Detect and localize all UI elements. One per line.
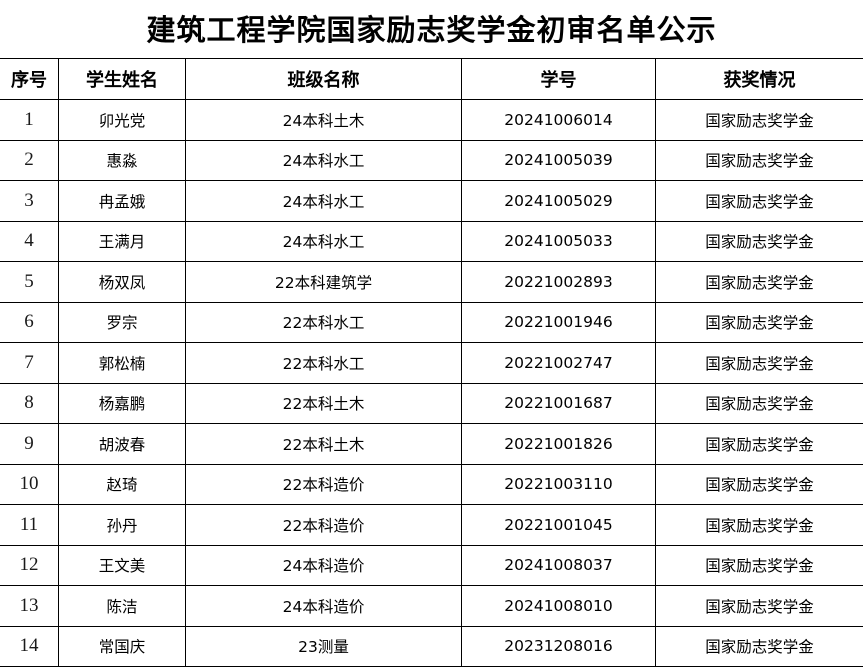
cell-name: 惠淼 (58, 139, 186, 181)
cell-class: 22本科土木 (185, 423, 462, 465)
cell-class: 22本科造价 (185, 504, 462, 546)
cell-student-id: 20221001687 (461, 382, 656, 424)
cell-award: 国家励志奖学金 (655, 463, 863, 505)
cell-name: 胡波春 (58, 423, 186, 465)
cell-student-id: 20241005039 (461, 139, 656, 181)
cell-name: 孙丹 (58, 504, 186, 546)
cell-index: 4 (0, 220, 59, 262)
cell-student-id: 20221001946 (461, 301, 656, 343)
table-row: 12 王文美 24本科造价 20241008037 国家励志奖学金 (0, 544, 863, 586)
cell-index: 12 (0, 544, 59, 586)
cell-award: 国家励志奖学金 (655, 585, 863, 627)
cell-name: 王满月 (58, 220, 186, 262)
cell-index: 11 (0, 504, 59, 546)
cell-name: 郭松楠 (58, 342, 186, 384)
header-class: 班级名称 (185, 58, 462, 100)
header-student-id: 学号 (461, 58, 656, 100)
cell-index: 13 (0, 585, 59, 627)
cell-name: 卯光党 (58, 99, 186, 141)
table-row: 6 罗宗 22本科水工 20221001946 国家励志奖学金 (0, 301, 863, 343)
cell-student-id: 20221002893 (461, 261, 656, 303)
cell-award: 国家励志奖学金 (655, 301, 863, 343)
cell-name: 冉孟娥 (58, 180, 186, 222)
table-row: 9 胡波春 22本科土木 20221001826 国家励志奖学金 (0, 423, 863, 465)
header-index: 序号 (0, 58, 59, 100)
cell-index: 5 (0, 261, 59, 303)
cell-class: 22本科水工 (185, 342, 462, 384)
cell-class: 24本科土木 (185, 99, 462, 141)
cell-student-id: 20221002747 (461, 342, 656, 384)
cell-student-id: 20221003110 (461, 463, 656, 505)
cell-index: 8 (0, 382, 59, 424)
cell-class: 24本科水工 (185, 139, 462, 181)
cell-award: 国家励志奖学金 (655, 544, 863, 586)
cell-index: 6 (0, 301, 59, 343)
cell-name: 杨双凤 (58, 261, 186, 303)
cell-award: 国家励志奖学金 (655, 342, 863, 384)
cell-award: 国家励志奖学金 (655, 625, 863, 667)
cell-award: 国家励志奖学金 (655, 423, 863, 465)
cell-class: 24本科造价 (185, 585, 462, 627)
cell-student-id: 20241008010 (461, 585, 656, 627)
cell-index: 10 (0, 463, 59, 505)
cell-index: 1 (0, 99, 59, 141)
table-row: 4 王满月 24本科水工 20241005033 国家励志奖学金 (0, 220, 863, 262)
cell-student-id: 20221001826 (461, 423, 656, 465)
header-row: 序号 学生姓名 班级名称 学号 获奖情况 (0, 58, 863, 100)
header-award: 获奖情况 (655, 58, 863, 100)
table-row: 13 陈洁 24本科造价 20241008010 国家励志奖学金 (0, 585, 863, 627)
table-row: 8 杨嘉鹏 22本科土木 20221001687 国家励志奖学金 (0, 382, 863, 424)
table-row: 10 赵琦 22本科造价 20221003110 国家励志奖学金 (0, 463, 863, 505)
cell-class: 22本科建筑学 (185, 261, 462, 303)
table-row: 7 郭松楠 22本科水工 20221002747 国家励志奖学金 (0, 342, 863, 384)
cell-name: 赵琦 (58, 463, 186, 505)
cell-award: 国家励志奖学金 (655, 504, 863, 546)
cell-name: 王文美 (58, 544, 186, 586)
cell-student-id: 20241006014 (461, 99, 656, 141)
table-row: 3 冉孟娥 24本科水工 20241005029 国家励志奖学金 (0, 180, 863, 222)
cell-award: 国家励志奖学金 (655, 99, 863, 141)
header-name: 学生姓名 (58, 58, 186, 100)
cell-class: 22本科造价 (185, 463, 462, 505)
cell-index: 2 (0, 139, 59, 181)
cell-class: 24本科水工 (185, 220, 462, 262)
cell-award: 国家励志奖学金 (655, 139, 863, 181)
table-row: 14 常国庆 23测量 20231208016 国家励志奖学金 (0, 625, 863, 667)
cell-index: 9 (0, 423, 59, 465)
cell-name: 杨嘉鹏 (58, 382, 186, 424)
cell-name: 常国庆 (58, 625, 186, 667)
cell-index: 14 (0, 625, 59, 667)
cell-class: 24本科水工 (185, 180, 462, 222)
cell-award: 国家励志奖学金 (655, 261, 863, 303)
cell-name: 陈洁 (58, 585, 186, 627)
cell-class: 22本科水工 (185, 301, 462, 343)
table-row: 5 杨双凤 22本科建筑学 20221002893 国家励志奖学金 (0, 261, 863, 303)
cell-index: 7 (0, 342, 59, 384)
cell-index: 3 (0, 180, 59, 222)
cell-student-id: 20241008037 (461, 544, 656, 586)
cell-student-id: 20231208016 (461, 625, 656, 667)
scholarship-table: 序号 学生姓名 班级名称 学号 获奖情况 1 卯光党 24本科土木 202410060… (0, 58, 863, 667)
page-title: 建筑工程学院国家励志奖学金初审名单公示 (146, 13, 717, 47)
cell-student-id: 20221001045 (461, 504, 656, 546)
table-row: 2 惠淼 24本科水工 20241005039 国家励志奖学金 (0, 139, 863, 181)
cell-award: 国家励志奖学金 (655, 220, 863, 262)
table-row: 11 孙丹 22本科造价 20221001045 国家励志奖学金 (0, 504, 863, 546)
cell-class: 23测量 (185, 625, 462, 667)
table-row: 1 卯光党 24本科土木 20241006014 国家励志奖学金 (0, 99, 863, 141)
cell-award: 国家励志奖学金 (655, 382, 863, 424)
cell-student-id: 20241005033 (461, 220, 656, 262)
cell-student-id: 20241005029 (461, 180, 656, 222)
cell-class: 22本科土木 (185, 382, 462, 424)
cell-name: 罗宗 (58, 301, 186, 343)
cell-class: 24本科造价 (185, 544, 462, 586)
cell-award: 国家励志奖学金 (655, 180, 863, 222)
